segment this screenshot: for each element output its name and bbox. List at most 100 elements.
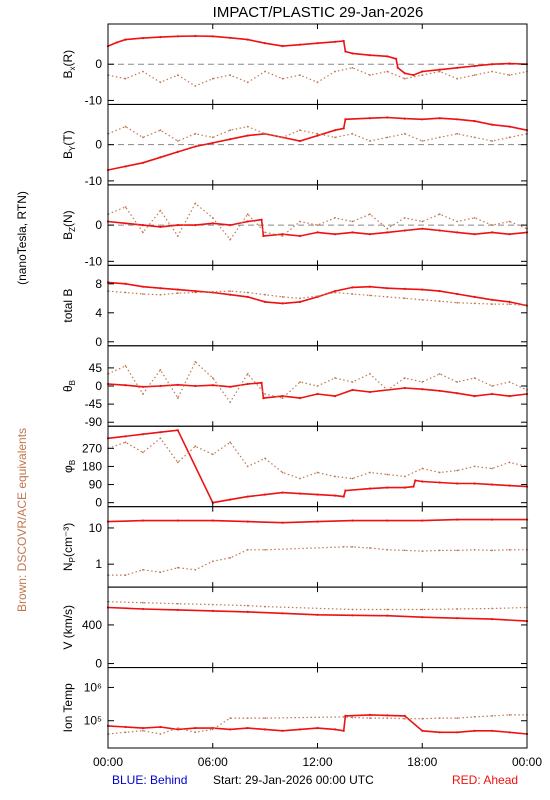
data-point-ahead — [124, 384, 127, 387]
data-point-ahead — [351, 614, 354, 617]
data-point-dscovr — [456, 469, 459, 472]
data-point-ahead — [176, 224, 179, 227]
y-tick-label: 10⁶ — [84, 680, 102, 694]
data-point-dscovr — [386, 717, 389, 719]
panel-bz: 0 -10 BZ(N) — [61, 184, 529, 268]
data-point-dscovr — [456, 301, 459, 304]
data-point-ahead — [438, 290, 441, 293]
data-point-ahead — [211, 727, 214, 730]
data-point-ahead — [508, 395, 511, 398]
chart-title: IMPACT/PLASTIC 29-Jan-2026 — [213, 4, 424, 21]
panel-theta: 45 0 -45 -90 θB — [61, 345, 529, 429]
data-point-ahead — [264, 493, 267, 496]
data-point-dscovr — [508, 714, 511, 716]
data-point-ahead — [333, 290, 337, 293]
data-point-ahead — [316, 231, 319, 234]
data-point-ahead — [456, 392, 459, 395]
y-axis-label-by: BY(T) — [61, 130, 77, 159]
data-point-dscovr — [124, 441, 127, 444]
data-point-dscovr — [473, 302, 476, 305]
data-point-dscovr — [386, 136, 389, 139]
data-point-dscovr — [246, 717, 249, 719]
data-point-ahead — [456, 518, 459, 521]
data-point-dscovr — [421, 717, 424, 720]
data-point-dscovr — [316, 81, 319, 84]
series-dscovr-theta — [107, 360, 528, 404]
data-point-ahead — [211, 519, 214, 522]
data-point-ahead — [115, 41, 118, 44]
data-point-ahead — [298, 492, 302, 495]
data-point-dscovr — [159, 81, 162, 84]
data-point-ahead — [438, 229, 441, 232]
data-point-ahead — [281, 45, 284, 48]
data-point-ahead — [342, 39, 345, 43]
data-point-dscovr — [421, 140, 424, 142]
data-point-ahead — [264, 728, 267, 731]
data-point-ahead — [298, 43, 302, 46]
data-point-ahead — [264, 300, 267, 303]
data-point-ahead — [456, 617, 459, 620]
data-point-dscovr — [438, 717, 441, 719]
data-point-dscovr — [456, 381, 459, 383]
data-point-dscovr — [386, 70, 389, 73]
data-point-ahead — [260, 381, 263, 384]
data-point-ahead — [211, 384, 214, 387]
data-point-dscovr — [142, 729, 144, 732]
data-point-ahead — [246, 38, 249, 41]
data-point-ahead — [403, 386, 406, 390]
data-point-ahead — [342, 495, 345, 498]
data-point-dscovr — [176, 602, 179, 605]
y-tick-label: 0 — [95, 379, 102, 393]
panel-np: 10 1 NP(cm⁻³) — [61, 506, 529, 588]
data-point-ahead — [281, 395, 284, 398]
data-point-dscovr — [491, 224, 493, 227]
data-point-dscovr — [211, 603, 214, 606]
data-point-ahead — [246, 495, 249, 498]
y-tick-label: 4 — [95, 306, 102, 320]
data-point-dscovr — [438, 373, 441, 375]
data-point-dscovr — [229, 290, 232, 292]
data-point-ahead — [438, 117, 441, 120]
data-point-dscovr — [456, 717, 459, 719]
data-point-ahead — [368, 390, 371, 394]
data-point-ahead — [491, 483, 494, 486]
data-point-dscovr — [473, 465, 476, 468]
data-point-ahead — [141, 385, 144, 388]
data-point-dscovr — [194, 361, 197, 363]
data-point-dscovr — [176, 235, 179, 237]
data-point-ahead — [316, 493, 319, 496]
data-point-dscovr — [369, 140, 371, 142]
data-point-dscovr — [421, 467, 424, 470]
y-axis-label-v: V (km/s) — [61, 605, 75, 650]
data-point-ahead — [403, 714, 406, 718]
panel-frame — [107, 264, 528, 347]
data-point-ahead — [508, 484, 511, 487]
data-point-ahead — [386, 486, 389, 489]
data-point-ahead — [176, 35, 179, 38]
x-tick-label: 00:00 — [512, 755, 542, 769]
data-point-ahead — [403, 72, 406, 75]
data-point-dscovr — [316, 385, 319, 387]
data-point-ahead — [491, 729, 494, 732]
data-point-dscovr — [508, 220, 511, 223]
data-point-dscovr — [299, 220, 301, 223]
data-point-dscovr — [421, 74, 424, 76]
data-point-ahead — [491, 231, 494, 234]
y-axis-label-bx: Bx(R) — [61, 50, 77, 79]
x-tick-label: 12:00 — [302, 755, 332, 769]
data-point-dscovr — [176, 461, 179, 464]
behind-legend: BLUE: Behind — [112, 773, 187, 787]
data-point-ahead — [298, 300, 302, 303]
data-point-dscovr — [299, 74, 301, 76]
data-point-dscovr — [176, 397, 179, 399]
series-ahead-bt — [107, 281, 528, 307]
data-point-dscovr — [229, 441, 232, 444]
data-point-ahead — [351, 388, 354, 392]
data-point-ahead — [386, 287, 389, 290]
data-point-dscovr — [281, 397, 284, 399]
data-point-ahead — [281, 521, 284, 524]
data-point-dscovr — [386, 548, 389, 551]
y-tick-label: 0 — [95, 496, 102, 510]
data-point-ahead — [351, 52, 354, 55]
data-point-ahead — [368, 713, 371, 717]
